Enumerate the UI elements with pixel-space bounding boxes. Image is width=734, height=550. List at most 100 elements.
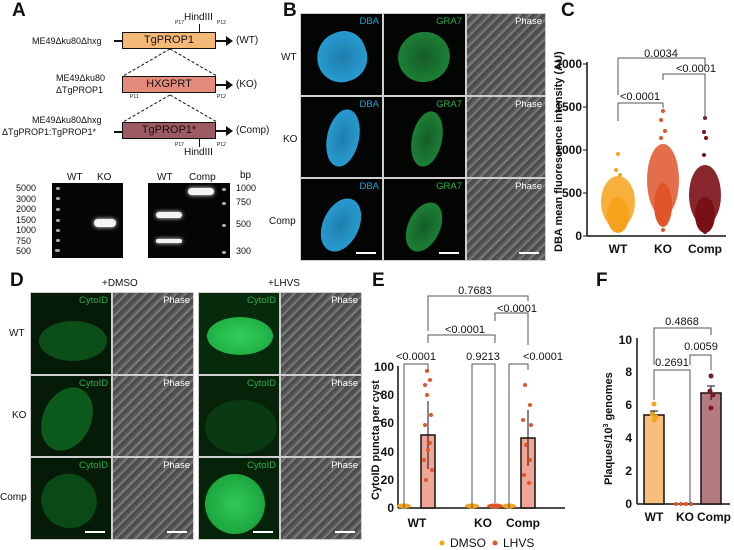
svg-text:Comp: Comp [697,510,731,524]
svg-text:100: 100 [374,360,394,374]
scale-bar [439,252,459,254]
chart-e: CytoID puncta per cyst 0 20 40 60 80 100 [370,285,565,550]
svg-text:1000: 1000 [555,143,582,157]
image-phase-dmso-ko: Phase [112,375,194,457]
y-axis-label: Plaques/103 genomes [603,372,615,485]
svg-text:0: 0 [387,501,394,515]
svg-text:0.2691: 0.2691 [655,357,689,369]
scale-bar [85,531,105,533]
gel2-ladder-500: 500 [236,219,252,229]
svg-text:0: 0 [625,497,632,511]
arrow-line [216,130,226,132]
primer-p12: P12 [217,20,226,26]
row-label-comp: Comp [269,216,296,227]
recombination-lines-2 [122,94,218,123]
channel-label: Phase [163,460,190,471]
image-cytoid-dmso-wt: CytoID [30,292,112,375]
row-label-wt: WT [281,52,297,63]
arrow-icon [226,126,233,136]
condition-lhvs: +LHVS [268,278,300,289]
svg-text:WT: WT [408,516,427,530]
legend-dmso-icon [439,540,445,546]
svg-text:10: 10 [619,333,633,347]
image-dba-ko: DBA [300,96,383,178]
channel-label: CytoID [246,460,276,471]
image-dba-wt: DBA [300,13,383,96]
image-phase-lhvs-comp: Phase [280,457,362,540]
legend-lhvs-icon [492,540,498,546]
svg-text:500: 500 [562,186,582,200]
gel1-lane-ko: KO [97,172,112,183]
channel-label: Phase [331,295,358,306]
image-phase-lhvs-ko: Phase [280,375,362,457]
channel-label: Phase [163,295,190,306]
svg-text:WT: WT [609,242,628,256]
channel-label: CytoID [246,295,276,306]
gel2-lane-comp: Comp [189,172,216,183]
tag-comp: (Comp) [236,125,270,136]
svg-text:WT: WT [645,510,664,524]
scale-bar [167,531,187,533]
svg-text:LHVS: LHVS [503,536,534,550]
primer-p17-comp: P17 [175,142,184,148]
gel-image-1 [52,183,123,258]
image-cytoid-lhvs-ko: CytoID [198,375,280,457]
gel2-lane-wt: WT [157,172,173,183]
row-label-comp: Comp [0,492,27,503]
gel1-lane-wt: WT [67,172,83,183]
channel-label: GRA7 [436,99,462,110]
image-gra7-wt: GRA7 [383,13,466,96]
primer-p12-ko: P12 [217,94,226,100]
svg-text:<0.0001: <0.0001 [676,63,716,75]
gel-band [94,219,116,227]
channel-label: GRA7 [436,16,462,27]
gel1-ladder: 5000 3000 2000 1500 1000 750 500 [16,183,37,256]
svg-text:0: 0 [575,229,582,243]
condition-dmso: +DMSO [102,278,138,289]
svg-text:0.0059: 0.0059 [684,341,718,353]
image-cytoid-dmso-comp: CytoID [30,457,112,540]
y-axis-label: CytoID puncta per cyst [370,380,382,500]
gene-tgprop1-star: TgPROP1* [122,122,216,139]
gel2-unit: bp [240,170,252,181]
image-cytoid-dmso-ko: CytoID [30,375,112,457]
gene-tgprop1: TgPROP1 [122,32,216,49]
gel2-ladder-1000: 1000 [236,183,257,193]
svg-text:4: 4 [625,431,632,445]
arrow-line [216,40,226,42]
scale-bar [519,252,539,254]
hindiii-label-bottom: HindIII [184,147,213,158]
image-gra7-ko: GRA7 [383,96,466,178]
channel-label: DBA [359,181,379,192]
gel-band [156,212,182,218]
svg-text:KO: KO [676,510,694,524]
channel-label: DBA [359,16,379,27]
gel-image-2 [148,183,230,258]
strain-comp-line1: ME49Δku80Δhxg [32,115,102,125]
channel-label: CytoID [78,378,108,389]
svg-text:40: 40 [381,445,395,459]
strain-comp-line2: ΔTgPROP1:TgPROP1* [2,127,97,137]
chart-f: Plaques/103 genomes 0 2 4 6 8 10 0.4868 … [603,316,731,524]
svg-text:6: 6 [625,398,632,412]
channel-label: GRA7 [436,181,462,192]
bar-wt [643,414,665,505]
arrow-icon [226,36,233,46]
svg-text:KO: KO [654,242,672,256]
tag-ko: (KO) [236,79,258,90]
image-phase-comp: Phase [466,178,546,261]
hindiii-label-top: HindIII [184,12,213,23]
svg-text:8: 8 [625,365,632,379]
channel-label: Phase [331,378,358,389]
image-phase-lhvs-wt: Phase [280,292,362,375]
svg-text:<0.0001: <0.0001 [396,351,436,363]
panel-label-a: A [12,0,26,21]
line-left [114,131,122,133]
row-label-wt: WT [9,328,25,339]
scatter-wt [601,152,635,233]
svg-text:Comp: Comp [506,516,540,530]
image-cytoid-lhvs-comp: CytoID [198,457,280,540]
svg-text:<0.0001: <0.0001 [497,303,537,315]
gel2-ladder-750: 750 [236,197,252,207]
panel-label-d: D [10,270,24,291]
